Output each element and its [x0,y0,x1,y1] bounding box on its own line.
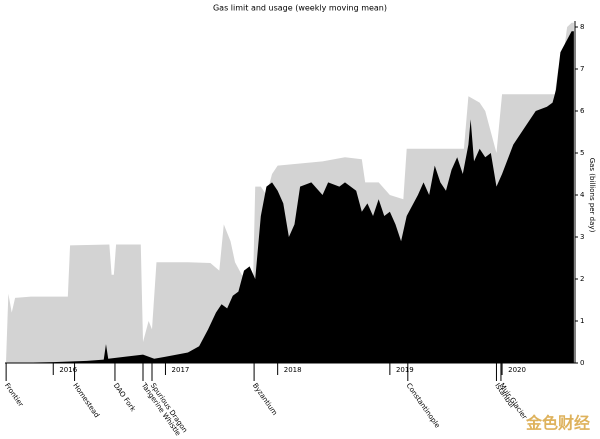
event-label: Homestead [71,382,101,419]
x-tick-label: 2016 [59,366,77,374]
event-label: DAO Fork [112,382,138,414]
y-axis-label: Gas (billions per day) [588,158,596,233]
y-tick-label: 1 [580,317,584,325]
y-tick-label: 2 [580,275,584,283]
x-tick-label: 2018 [284,366,302,374]
area [6,31,574,363]
watermark: 金色财经 [525,414,590,433]
y-tick-label: 6 [580,107,585,115]
x-tick-label: 2019 [396,366,414,374]
y-tick-label: 4 [580,191,585,199]
event-label: Frontier [3,382,25,409]
y-tick-label: 7 [580,65,584,73]
y-tick-label: 3 [580,233,584,241]
chart-title: Gas limit and usage (weekly moving mean) [213,4,387,13]
event-label: Constantinople [405,382,442,430]
x-tick-label: 2020 [508,366,526,374]
event-label: Byzantium [251,382,279,417]
event-label: Muir Glacier [498,382,529,421]
y-tick-label: 5 [580,149,584,157]
x-tick-label: 2017 [172,366,190,374]
y-tick-label: 8 [580,23,584,31]
y-tick-label: 0 [580,359,584,367]
